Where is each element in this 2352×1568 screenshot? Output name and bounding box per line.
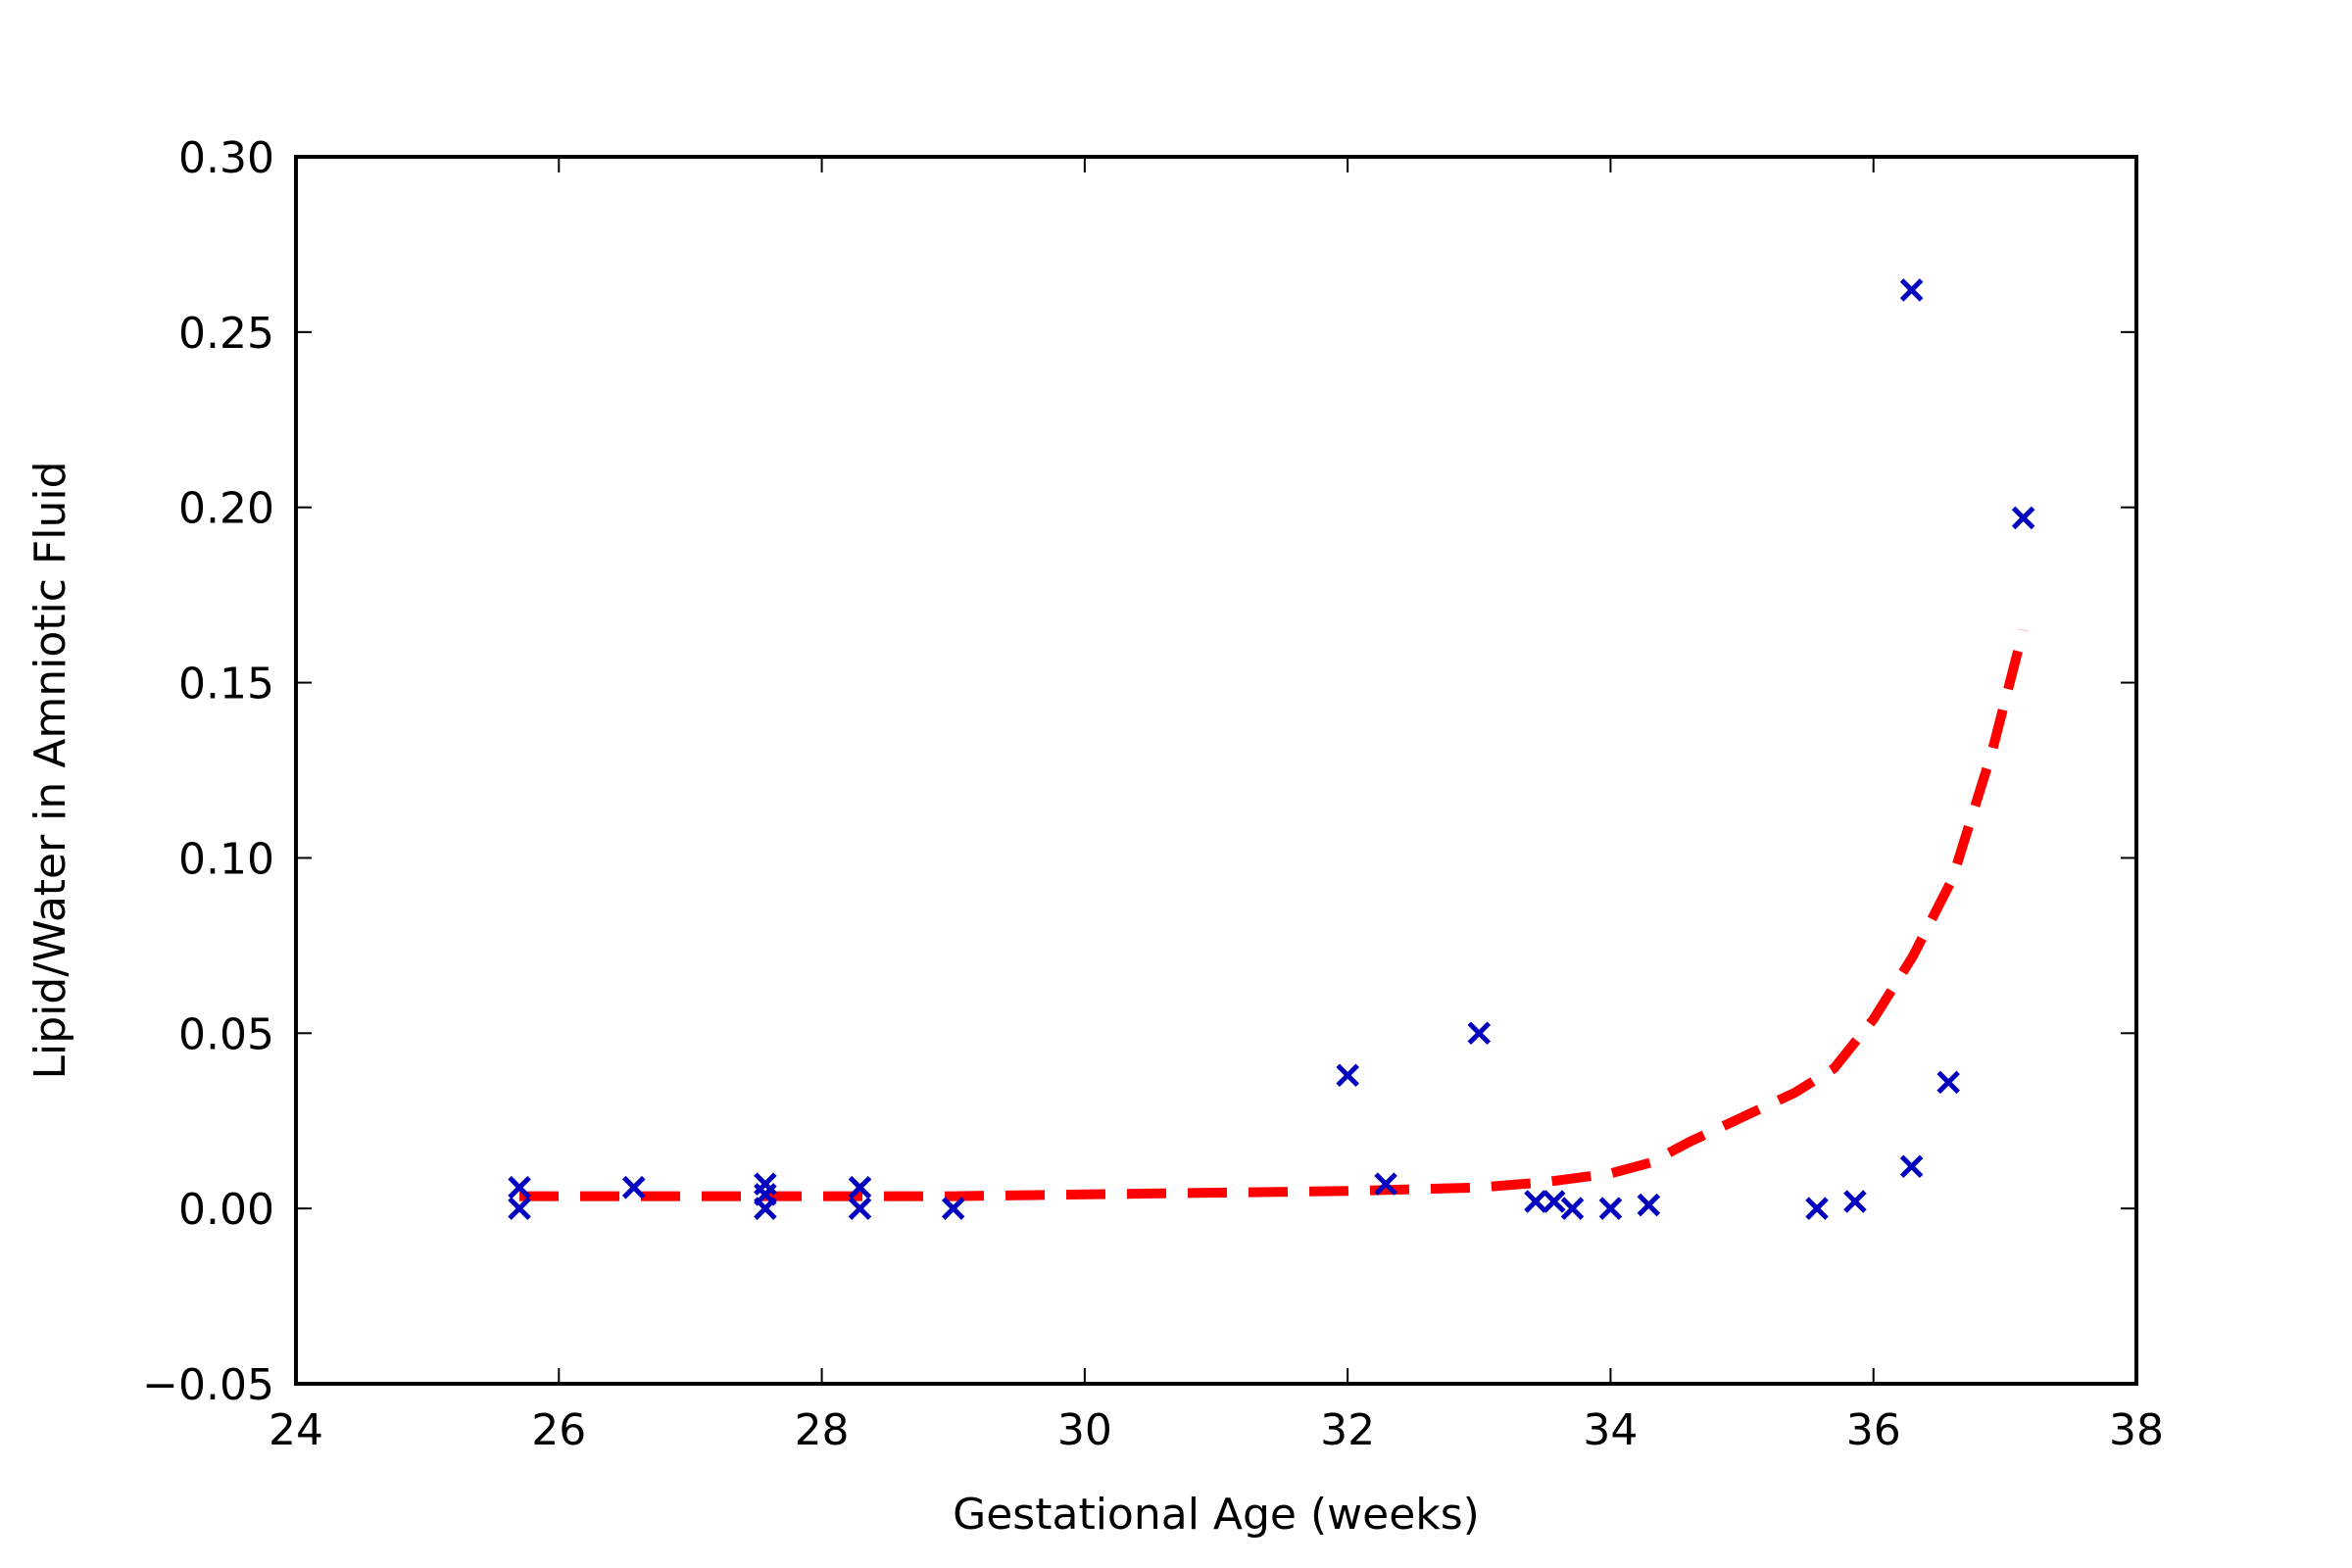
y-tick-label: −0.05: [142, 1360, 274, 1410]
data-point-x-marker: [1843, 1190, 1867, 1213]
y-tick-label: 0.15: [178, 660, 274, 710]
data-point-x-marker: [848, 1197, 872, 1220]
data-point-x-marker: [1598, 1197, 1623, 1220]
data-point-x-marker: [1899, 278, 1924, 302]
x-axis-label: Gestational Age (weeks): [953, 1490, 1480, 1540]
plot-area: [296, 157, 2136, 1384]
data-point-x-marker: [1637, 1193, 1661, 1217]
x-tick-label: 28: [795, 1405, 850, 1455]
data-point-x-marker: [508, 1175, 531, 1200]
y-tick-label: 0.20: [178, 484, 274, 534]
data-points: [508, 278, 2035, 1220]
x-tick-label: 38: [2109, 1405, 2164, 1455]
y-tick-label: 0.25: [178, 309, 274, 359]
data-point-x-marker: [508, 1197, 531, 1220]
data-point-x-marker: [1542, 1190, 1566, 1213]
x-tick-label: 36: [1846, 1405, 1901, 1455]
data-point-x-marker: [941, 1197, 965, 1220]
data-point-x-marker: [621, 1175, 646, 1200]
y-tick-labels: −0.05 0.00 0.05 0.10 0.15 0.20 0.25 0.30: [142, 133, 274, 1410]
data-point-x-marker: [1560, 1197, 1585, 1220]
y-tick-label: 0.30: [178, 133, 274, 183]
data-point-x-marker: [1805, 1197, 1829, 1220]
data-point-x-marker: [1336, 1063, 1359, 1087]
data-point-x-marker: [1524, 1190, 1547, 1213]
x-tick-label: 34: [1583, 1405, 1638, 1455]
plot-frame: [294, 155, 2138, 1386]
data-point-x-marker: [1936, 1070, 1960, 1095]
y-axis-label: Lipid/Water in Amniotic Fluid: [25, 461, 75, 1079]
data-point-x-marker: [754, 1197, 777, 1220]
y-tick-label: 0.10: [178, 834, 274, 884]
data-point-x-marker: [1899, 1154, 1924, 1178]
x-tick-labels: 24 26 28 30 32 34 36 38: [269, 1405, 2164, 1455]
x-tick-label: 24: [269, 1405, 323, 1455]
y-tick-label: 0.00: [178, 1185, 274, 1235]
x-tick-label: 32: [1320, 1405, 1375, 1455]
x-tick-label: 30: [1057, 1405, 1112, 1455]
x-tick-label: 26: [531, 1405, 586, 1455]
y-tick-label: 0.05: [178, 1009, 274, 1059]
data-point-x-marker: [1467, 1021, 1492, 1046]
data-point-x-marker: [1374, 1172, 1397, 1196]
data-point-x-marker: [2011, 506, 2035, 530]
data-point-x-marker: [848, 1175, 872, 1200]
